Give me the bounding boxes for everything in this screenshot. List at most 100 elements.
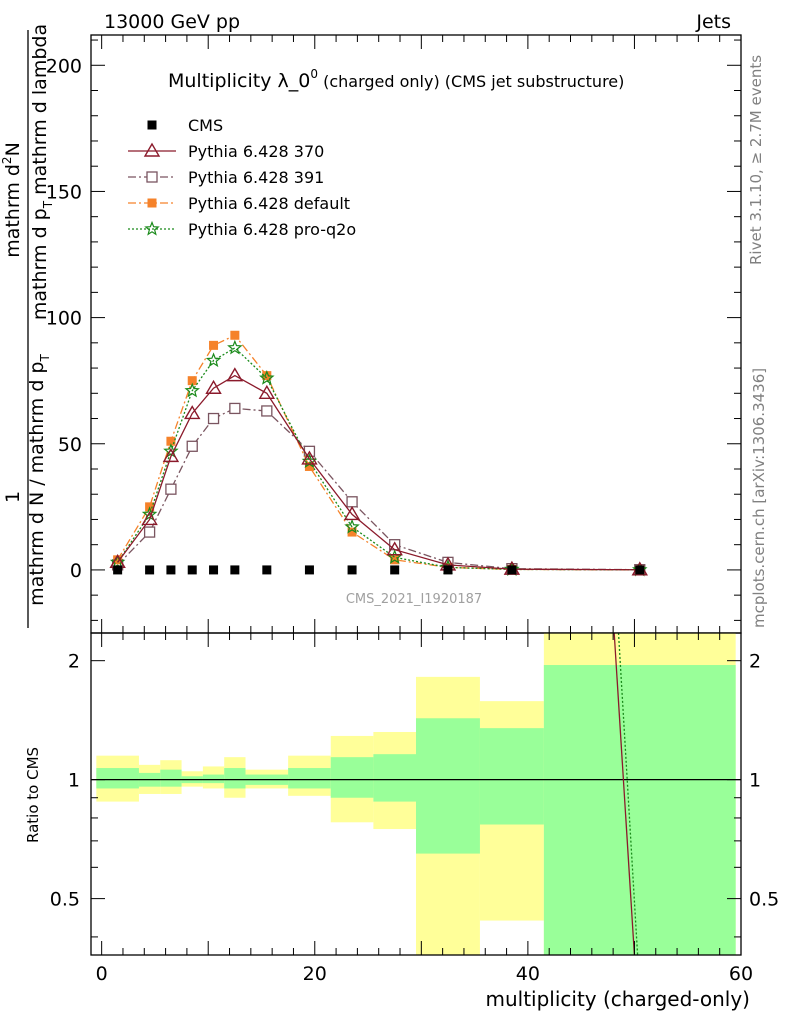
ratio-band-inner <box>160 769 182 787</box>
point-pythia-6-428-370 <box>141 511 158 526</box>
point-pythia-6-428-pro-q2o <box>227 339 243 355</box>
plot-title: Multiplicity λ_00 (charged only) (CMS je… <box>168 67 624 92</box>
point-pythia-6-428-pro-q2o <box>141 506 158 522</box>
point-pythia-6-428-default <box>304 461 314 471</box>
plot-title-sup: 0 <box>310 67 318 81</box>
point-cms <box>113 565 123 575</box>
legend-item-pythia-6-428-default: Pythia 6.428 default <box>128 194 350 213</box>
point-pythia-6-428-391 <box>207 412 220 425</box>
y-tick-label: 150 <box>46 181 82 203</box>
series-line-pythia-6-428-370 <box>117 374 640 571</box>
point-cms <box>304 565 314 575</box>
x-tick-label: 0 <box>96 963 108 985</box>
legend-marker <box>143 142 161 157</box>
ratio-band-inner <box>288 768 331 789</box>
point-cms <box>262 565 272 575</box>
point-pythia-6-428-default <box>187 376 197 386</box>
legend-item-pythia-6-428-pro-q2o: Pythia 6.428 pro-q2o <box>128 220 356 239</box>
point-pythia-6-428-391 <box>143 526 156 538</box>
legend-item-pythia-6-428-391: Pythia 6.428 391 <box>128 168 324 187</box>
point-pythia-6-428-pro-q2o <box>205 352 222 368</box>
point-pythia-6-428-391 <box>346 496 358 508</box>
point-cms <box>187 565 197 575</box>
y-label-numerator: mathrm d2N <box>0 142 24 258</box>
ratio-axes: 0.5 0.51 12 20 20 40 60 <box>50 632 779 985</box>
ratio-y-label: Ratio to CMS <box>24 747 42 843</box>
y-label-denominator: mathrm d pT mathrm d lambda <box>29 24 55 320</box>
header-energy: 13000 GeV pp <box>104 11 240 33</box>
ratio-band-inner <box>224 768 246 789</box>
legend-marker <box>144 220 160 236</box>
y-tick-label: 50 <box>58 434 82 456</box>
point-pythia-6-428-pro-q2o <box>109 554 126 569</box>
ratio-bands-layer <box>96 633 736 955</box>
ratio-band-inner <box>202 774 225 784</box>
point-cms <box>507 565 517 575</box>
point-cms <box>443 565 453 575</box>
rivet-label: Rivet 3.1.10, ≥ 2.7M events <box>747 55 765 265</box>
x-tick-label: 20 <box>303 963 327 985</box>
legend-marker <box>147 198 157 208</box>
legend-marker <box>147 120 157 130</box>
point-pythia-6-428-default <box>230 330 240 340</box>
point-pythia-6-428-370 <box>386 541 403 556</box>
point-pythia-6-428-370 <box>184 405 201 420</box>
ratio-band-inner <box>479 728 544 825</box>
point-pythia-6-428-pro-q2o <box>259 370 275 385</box>
plot-title-main: Multiplicity λ_0 <box>168 70 310 92</box>
main-series-layer <box>109 330 648 577</box>
point-pythia-6-428-370 <box>343 506 361 521</box>
point-pythia-6-428-370 <box>258 384 276 399</box>
point-pythia-6-428-default <box>347 527 357 537</box>
ratio-tick-label-right: 2 <box>749 651 761 673</box>
ratio-band-inner <box>416 718 480 854</box>
point-pythia-6-428-370 <box>226 367 244 382</box>
point-pythia-6-428-391 <box>186 440 198 452</box>
point-cms <box>209 565 219 575</box>
ratio-band-inner <box>96 768 139 789</box>
point-pythia-6-428-default <box>209 340 219 350</box>
point-cms <box>230 565 240 575</box>
y-tick-label: 0 <box>70 560 82 582</box>
point-pythia-6-428-default <box>262 371 272 381</box>
plot-title-rest: (charged only) (CMS jet substructure) <box>318 72 624 91</box>
point-pythia-6-428-pro-q2o <box>184 382 200 398</box>
ratio-line-pythia-6-428-370 <box>613 632 636 956</box>
ratio-frame <box>90 632 742 956</box>
analysis-watermark: CMS_2021_I1920187 <box>346 592 482 607</box>
y-axis-label: 1 mathrm d2N mathrm d pT mathrm d lambda… <box>0 24 55 628</box>
legend-item-cms: CMS <box>147 116 223 135</box>
x-axis-label: multiplicity (charged-only) <box>485 987 750 1011</box>
ratio-tick-label: 2 <box>68 651 80 673</box>
point-pythia-6-428-pro-q2o <box>344 518 360 534</box>
legend-label: CMS <box>188 116 223 135</box>
legend-label: Pythia 6.428 default <box>188 194 350 213</box>
legend-label: Pythia 6.428 pro-q2o <box>188 220 356 239</box>
y-label-outer: mathrm d N / mathrm d pT <box>26 354 52 606</box>
x-tick-label: 40 <box>516 963 540 985</box>
point-pythia-6-428-391 <box>229 402 241 415</box>
legend-label: Pythia 6.428 370 <box>188 142 324 161</box>
point-cms <box>635 565 645 575</box>
y-label-one: 1 <box>2 491 24 503</box>
point-cms <box>145 565 155 575</box>
ratio-line-pythia-6-428-pro-q2o <box>617 632 639 956</box>
point-pythia-6-428-391 <box>165 483 177 495</box>
ratio-tick-label-right: 0.5 <box>749 889 779 911</box>
point-pythia-6-428-370 <box>301 450 318 465</box>
x-tick-label: 60 <box>729 963 753 985</box>
point-pythia-6-428-pro-q2o <box>163 443 179 458</box>
ratio-band-inner <box>373 754 416 802</box>
point-pythia-6-428-default <box>113 555 123 565</box>
ratio-tick-label-right: 1 <box>749 770 761 792</box>
point-cms <box>390 565 400 575</box>
series-line-pythia-6-428-default <box>117 334 640 571</box>
legend-item-pythia-6-428-370: Pythia 6.428 370 <box>128 142 324 161</box>
y-tick-label: 200 <box>46 55 82 77</box>
ratio-band-inner <box>330 757 374 798</box>
point-pythia-6-428-370 <box>205 379 222 394</box>
point-pythia-6-428-370 <box>162 447 180 463</box>
legend: CMS Pythia 6.428 370 Pythia 6.428 391 Pythi… <box>128 116 356 239</box>
y-tick-label: 100 <box>46 308 82 330</box>
